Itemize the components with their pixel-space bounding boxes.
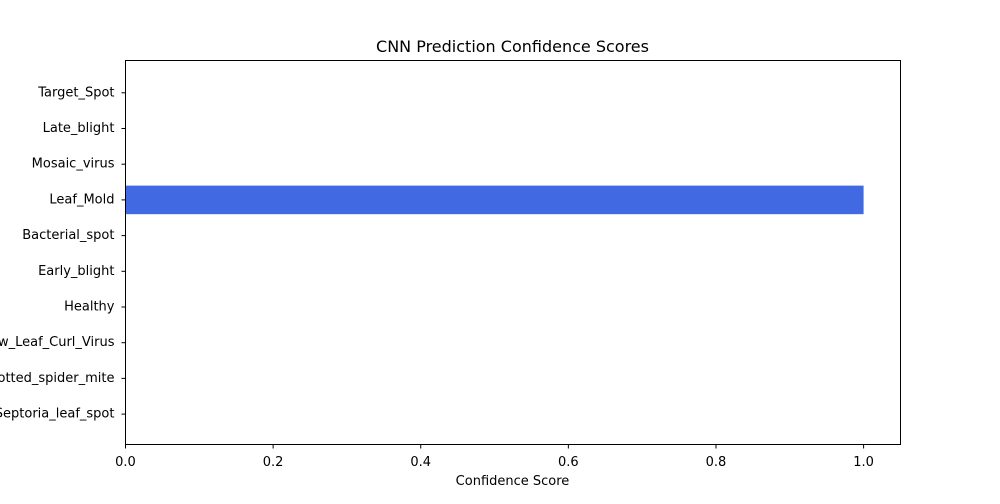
- plot-frame: [125, 60, 901, 445]
- y-tick-label: Septoria_leaf_spot: [0, 407, 115, 422]
- y-tick-label: Late_blight: [43, 121, 115, 136]
- y-tick-label: Spotted_spider_mite: [0, 371, 115, 386]
- x-tick-label: 0.8: [706, 455, 727, 470]
- x-tick-label: 1.0: [853, 455, 874, 470]
- y-tick-label: Bacterial_spot: [22, 228, 114, 243]
- x-axis-label: Confidence Score: [456, 474, 570, 489]
- y-tick-label: Healthy: [64, 300, 115, 315]
- y-tick-label: Leaf_Mold: [49, 192, 114, 207]
- x-tick-label: 0.6: [558, 455, 579, 470]
- y-tick-label: Yellow_Leaf_Curl_Virus: [0, 335, 115, 350]
- bars-group: [125, 185, 864, 215]
- y-tick-label: Mosaic_virus: [32, 157, 115, 172]
- chart-title: CNN Prediction Confidence Scores: [376, 37, 649, 56]
- x-tick-label: 0.0: [115, 455, 136, 470]
- y-axis: Target_Spot Late_blight Mosaic_virus Leaf_M…: [0, 85, 126, 422]
- x-tick-label: 0.2: [263, 455, 284, 470]
- y-tick-label: Target_Spot: [37, 85, 114, 100]
- x-axis: 0.0 0.2 0.4 0.6 0.8 1.0: [115, 444, 874, 470]
- bar-Leaf_Mold: [125, 185, 864, 215]
- y-tick-label: Early_blight: [38, 264, 114, 279]
- x-tick-label: 0.4: [410, 455, 431, 470]
